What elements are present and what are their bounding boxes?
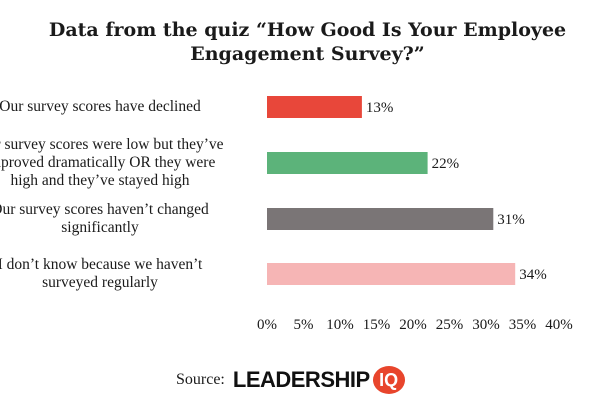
bar-4: [267, 263, 516, 285]
chart-title-line-2: Engagement Survey?”: [190, 43, 425, 65]
data-label-4: 34%: [519, 267, 547, 283]
logo-wordmark: LEADERSHIP: [232, 367, 370, 392]
category-label-2-line-2: improved dramatically OR they were: [0, 154, 216, 171]
category-label-4-line-2: surveyed regularly: [42, 274, 158, 291]
x-tick-label-30: 30%: [472, 317, 500, 333]
x-tick-label-0: 0%: [257, 317, 277, 333]
data-label-2: 22%: [432, 156, 460, 172]
category-label-3-line-2: significantly: [61, 219, 139, 236]
category-label-2-line-1: Our survey scores were low but they’ve: [0, 136, 224, 153]
bar-2: [267, 152, 428, 174]
category-label-2-line-3: high and they’ve stayed high: [10, 172, 190, 189]
x-tick-label-10: 10%: [326, 317, 354, 333]
bar-1: [267, 96, 362, 118]
x-tick-label-40: 40%: [545, 317, 573, 333]
category-label-1: Our survey scores have declined: [0, 98, 265, 116]
source-line: Source: LEADERSHIP IQ: [176, 364, 405, 396]
x-tick-label-20: 20%: [399, 317, 427, 333]
data-label-3: 31%: [497, 212, 525, 228]
data-label-1: 13%: [366, 100, 394, 116]
source-label: Source:: [176, 371, 225, 388]
chart-title: Data from the quiz “How Good Is Your Emp…: [0, 18, 615, 66]
bar-chart: 13% 22% 31% 34% 0% 5% 10% 15% 20% 25% 30% 35% 40%: [257, 96, 573, 333]
bar-3: [267, 208, 494, 230]
x-tick-label-15: 15%: [363, 317, 391, 333]
chart-title-line-1: Data from the quiz “How Good Is Your Emp…: [48, 19, 567, 41]
x-tick-label-5: 5%: [294, 317, 314, 333]
category-label-3-line-1: Our survey scores haven’t changed: [0, 201, 209, 218]
leadership-iq-logo: LEADERSHIP IQ: [233, 366, 405, 394]
category-label-3: Our survey scores haven’t changed signifi…: [0, 201, 265, 237]
x-tick-label-35: 35%: [509, 317, 537, 333]
category-label-1-line-1: Our survey scores have declined: [0, 98, 201, 115]
logo-iq-badge: IQ: [372, 366, 405, 394]
category-label-4: I don’t know because we haven’t surveyed …: [0, 256, 265, 292]
category-label-4-line-1: I don’t know because we haven’t: [0, 256, 203, 273]
x-tick-label-25: 25%: [436, 317, 464, 333]
category-label-2: Our survey scores were low but they’ve im…: [0, 136, 265, 190]
